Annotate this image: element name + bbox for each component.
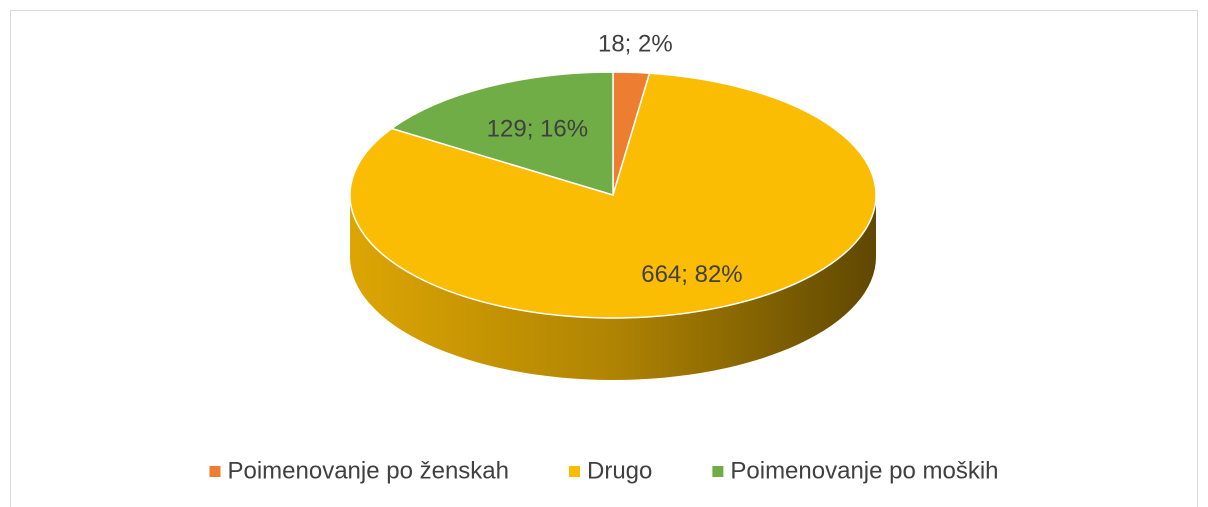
legend-label: Drugo [587, 457, 652, 484]
legend-swatch [209, 466, 221, 477]
legend-label: Poimenovanje po ženskah [227, 457, 509, 484]
data-label: 18; 2% [598, 31, 673, 58]
data-label: 129; 16% [487, 116, 588, 143]
data-label: 664; 82% [641, 261, 742, 288]
legend-swatch [712, 466, 724, 477]
slice [390, 71, 614, 197]
legend-swatch [569, 466, 580, 477]
slice-side-shade [350, 195, 876, 380]
legend-label: Poimenovanje po moških [730, 457, 998, 484]
